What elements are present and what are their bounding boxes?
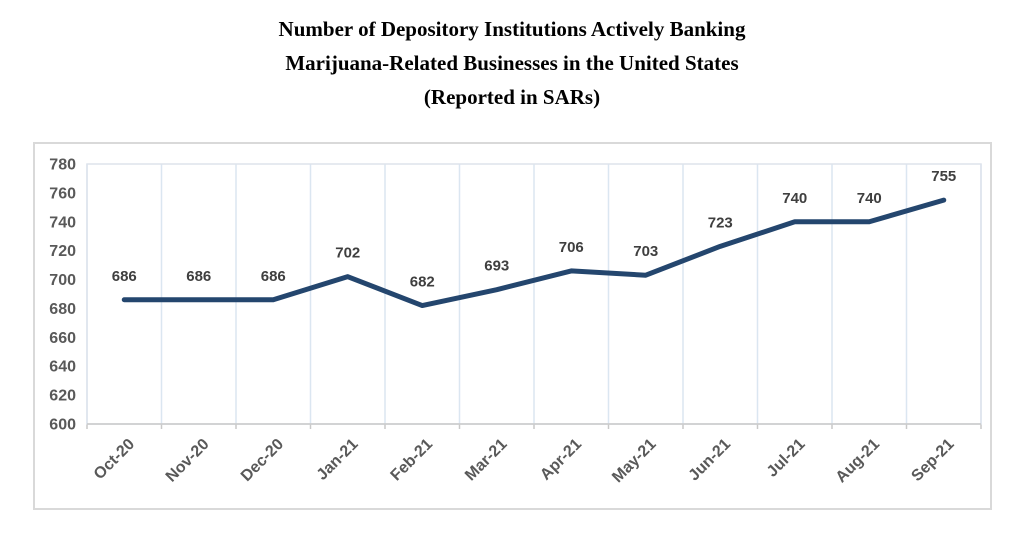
x-tick-label: Nov-20 [163,436,213,486]
data-point-label: 686 [186,268,211,285]
y-tick-label: 660 [49,330,76,347]
y-tick-label: 680 [49,301,76,318]
x-tick-label: Jul-21 [764,436,809,481]
x-tick-label: Mar-21 [462,436,511,485]
data-point-label: 703 [633,243,658,260]
x-tick-label: Aug-21 [833,436,883,486]
chart-title: Number of Depository Institutions Active… [0,12,1024,114]
chart-title-line2: Marijuana-Related Businesses in the Unit… [285,51,739,75]
x-tick-label: Feb-21 [388,436,437,485]
y-tick-label: 720 [49,243,76,260]
x-tick-label: Jan-21 [314,436,362,484]
data-point-label: 693 [484,258,509,275]
data-point-label: 686 [261,268,286,285]
chart-title-line3: (Reported in SARs) [423,85,601,109]
x-tick-label: Apr-21 [537,436,585,484]
y-tick-label: 640 [49,359,76,376]
data-point-label: 740 [782,190,807,207]
data-point-label: 755 [931,168,956,185]
y-tick-label: 780 [49,157,76,174]
data-line [121,197,947,309]
x-tick-label: Dec-20 [238,436,287,485]
x-tick-label: Oct-20 [91,436,138,483]
data-point-label: 682 [410,274,435,291]
x-tick-label: May-21 [609,436,659,486]
chart-title-line1: Number of Depository Institutions Active… [278,17,746,41]
y-tick-label: 620 [49,388,76,405]
data-point-label: 723 [708,214,733,231]
y-tick-label: 700 [49,272,76,289]
chart-frame: 600 620 640 660 680 700 720 740 760 780 Oct-20 Nov-… [33,142,992,510]
data-point-label: 686 [112,268,137,285]
y-tick-label: 740 [49,214,76,231]
y-tick-label: 600 [49,417,76,434]
x-tick-label: Jun-21 [686,436,735,485]
data-point-label: 740 [857,190,882,207]
chart-svg: 600 620 640 660 680 700 720 740 760 780 Oct-20 Nov-… [49,157,982,486]
data-point-label: 702 [335,245,360,262]
data-point-label: 706 [559,239,584,256]
x-tick-label: Sep-21 [908,436,957,485]
y-tick-label: 760 [49,185,76,202]
